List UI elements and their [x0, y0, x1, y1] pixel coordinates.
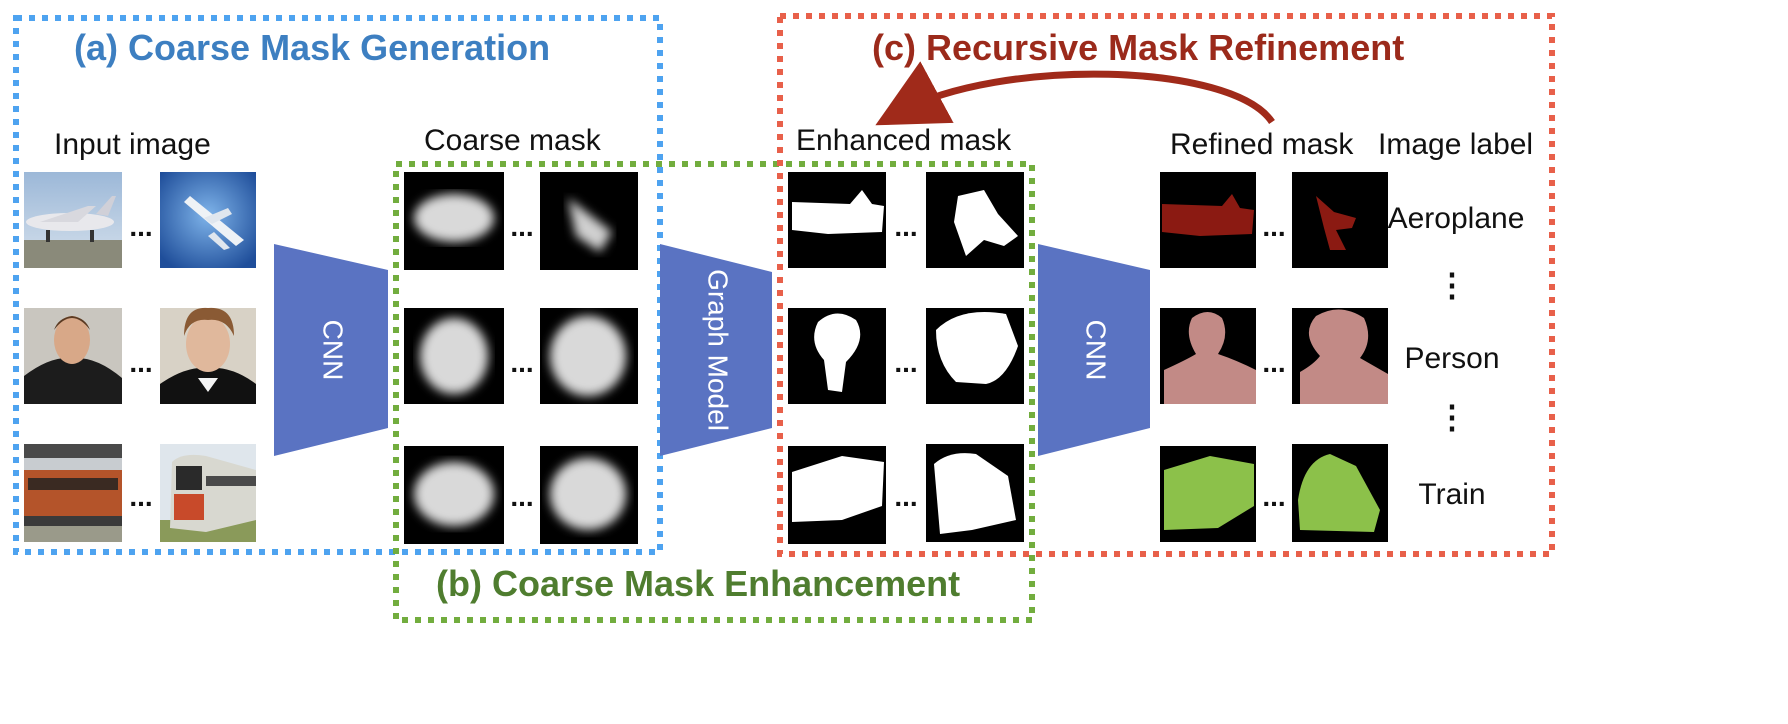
refined-mask-train-1: [1160, 446, 1256, 542]
image-label-aeroplane: Aeroplane: [1388, 202, 1525, 235]
label-coarse-mask: Coarse mask: [424, 124, 602, 157]
ellipsis-input-row-2: ...: [129, 347, 152, 378]
label-input-image: Input image: [54, 128, 211, 161]
ellipsis-refined-row-1: ...: [1262, 211, 1285, 242]
ellipsis-enhanced-row-2: ...: [894, 347, 917, 378]
coarse-mask-train-1: [404, 446, 504, 544]
cnn-block-2-label: CNN: [1081, 320, 1112, 381]
coarse-mask-aeroplane-1: [404, 172, 504, 270]
title-recursive-mask-refinement: (c) Recursive Mask Refinement: [872, 27, 1404, 68]
enhanced-mask-train-1: [788, 446, 886, 544]
vertical-ellipsis-2: ⋮: [1436, 399, 1468, 435]
enhanced-mask-train-2: [926, 444, 1024, 542]
coarse-mask-aeroplane-2: [540, 172, 638, 270]
graph-model-block-label: Graph Model: [703, 269, 734, 431]
ellipsis-refined-row-2: ...: [1262, 347, 1285, 378]
refined-mask-aeroplane-1: [1160, 172, 1256, 268]
cnn-block-1: [274, 244, 388, 456]
curved-arrow-icon: [875, 61, 1275, 126]
label-image-label: Image label: [1378, 128, 1533, 161]
input-image-person-2: [160, 307, 256, 404]
ellipsis-input-row-3: ...: [129, 481, 152, 512]
ellipsis-refined-row-3: ...: [1262, 481, 1285, 512]
ellipsis-enhanced-row-3: ...: [894, 481, 917, 512]
enhanced-mask-person-1: [788, 308, 886, 404]
label-enhanced-mask: Enhanced mask: [796, 124, 1012, 157]
ellipsis-coarse-row-2: ...: [510, 347, 533, 378]
graph-model-block: [660, 244, 772, 456]
frame-recursive-mask-refinement: [777, 13, 1555, 557]
ellipsis-coarse-row-1: ...: [510, 211, 533, 242]
refined-mask-person-1: [1160, 308, 1256, 404]
coarse-mask-train-2: [540, 446, 638, 544]
ellipsis-coarse-row-3: ...: [510, 481, 533, 512]
ellipsis-input-row-1: ...: [129, 211, 152, 242]
refined-mask-train-2: [1292, 444, 1388, 542]
ellipsis-enhanced-row-1: ...: [894, 211, 917, 242]
enhanced-mask-person-2: [926, 308, 1024, 404]
input-image-train-2: [160, 444, 256, 542]
cnn-block-2: [1038, 244, 1150, 456]
coarse-mask-person-1: [404, 308, 504, 404]
enhanced-mask-aeroplane-1: [788, 172, 886, 268]
frame-coarse-mask-enhancement: [393, 161, 1035, 623]
refined-mask-aeroplane-2: [1292, 172, 1388, 268]
image-label-train: Train: [1418, 478, 1485, 511]
title-coarse-mask-enhancement: (b) Coarse Mask Enhancement: [436, 563, 960, 604]
input-image-train-1: [24, 444, 122, 542]
input-image-aeroplane-2: [160, 172, 256, 268]
image-label-person: Person: [1404, 342, 1499, 375]
enhanced-mask-aeroplane-2: [926, 172, 1024, 268]
vertical-ellipsis-1: ⋮: [1436, 267, 1468, 303]
label-refined-mask: Refined mask: [1170, 128, 1354, 161]
coarse-mask-person-2: [540, 308, 638, 404]
refined-mask-person-2: [1292, 308, 1388, 404]
input-image-aeroplane-1: [24, 172, 122, 268]
cnn-block-1-label: CNN: [318, 320, 349, 381]
title-coarse-mask-generation: (a) Coarse Mask Generation: [74, 27, 550, 68]
input-image-person-1: [24, 308, 122, 404]
